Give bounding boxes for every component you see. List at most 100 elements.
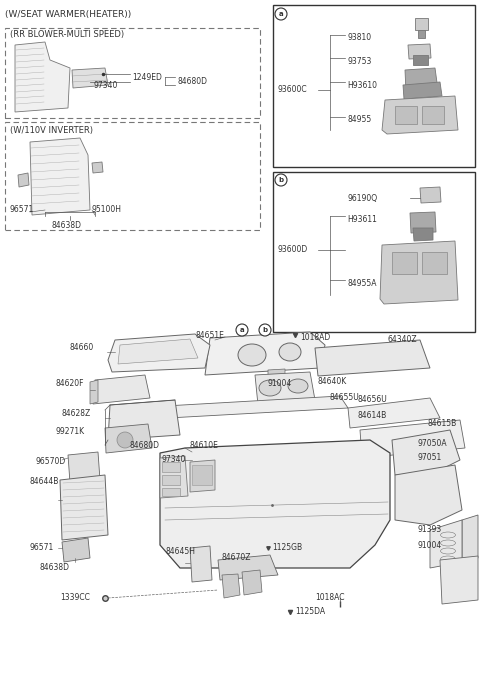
- Text: 91004: 91004: [418, 541, 442, 550]
- Text: 84620F: 84620F: [55, 379, 84, 387]
- Text: 84638D: 84638D: [40, 564, 70, 573]
- Polygon shape: [30, 138, 90, 215]
- Polygon shape: [68, 452, 100, 483]
- Polygon shape: [90, 380, 98, 404]
- Polygon shape: [160, 440, 390, 568]
- Text: 96190Q: 96190Q: [347, 193, 377, 203]
- Circle shape: [275, 174, 287, 186]
- Circle shape: [117, 432, 133, 448]
- Bar: [422, 106, 444, 124]
- Polygon shape: [418, 30, 425, 38]
- Text: 1018AD: 1018AD: [300, 333, 330, 343]
- Polygon shape: [430, 434, 445, 446]
- Text: 93600D: 93600D: [278, 245, 308, 254]
- Polygon shape: [15, 42, 70, 112]
- Text: 1249ED: 1249ED: [132, 72, 162, 82]
- Text: 84638D: 84638D: [52, 222, 82, 231]
- Ellipse shape: [238, 344, 266, 366]
- Polygon shape: [403, 82, 442, 99]
- Polygon shape: [165, 396, 348, 418]
- Bar: [162, 488, 180, 496]
- Circle shape: [259, 324, 271, 336]
- Polygon shape: [62, 538, 90, 562]
- Polygon shape: [92, 162, 103, 173]
- Polygon shape: [413, 228, 433, 241]
- Polygon shape: [108, 400, 180, 440]
- Text: 96571: 96571: [10, 206, 34, 214]
- Text: H93610: H93610: [347, 80, 377, 89]
- Text: 95100H: 95100H: [92, 206, 122, 214]
- Text: 97340: 97340: [162, 454, 186, 464]
- Circle shape: [275, 8, 287, 20]
- Polygon shape: [315, 340, 430, 376]
- Text: a: a: [240, 327, 244, 333]
- Text: 64340Z: 64340Z: [388, 335, 418, 345]
- Text: 93600C: 93600C: [278, 85, 308, 95]
- Bar: [273, 5, 475, 167]
- Ellipse shape: [288, 379, 308, 393]
- Polygon shape: [108, 334, 210, 372]
- Text: 84628Z: 84628Z: [62, 408, 91, 418]
- Polygon shape: [413, 55, 428, 65]
- Text: 84955A: 84955A: [347, 279, 376, 287]
- Text: (W/SEAT WARMER(HEATER)): (W/SEAT WARMER(HEATER)): [5, 11, 131, 20]
- Ellipse shape: [279, 343, 301, 361]
- Bar: [392, 252, 417, 274]
- Polygon shape: [440, 556, 478, 604]
- Polygon shape: [462, 515, 478, 562]
- Polygon shape: [405, 68, 438, 92]
- Text: 84660: 84660: [70, 343, 94, 352]
- Bar: [5, 28, 260, 118]
- Text: 84656U: 84656U: [358, 395, 388, 404]
- Text: 84615B: 84615B: [428, 418, 457, 427]
- Polygon shape: [118, 339, 198, 364]
- Text: 97050A: 97050A: [418, 439, 448, 448]
- Polygon shape: [72, 68, 108, 88]
- Polygon shape: [60, 475, 108, 540]
- Text: 96570D: 96570D: [35, 458, 65, 466]
- Polygon shape: [18, 173, 29, 187]
- Polygon shape: [420, 187, 441, 203]
- Polygon shape: [408, 44, 431, 59]
- Polygon shape: [360, 420, 465, 458]
- Text: 84680D: 84680D: [130, 441, 160, 450]
- Text: 99271K: 99271K: [55, 427, 84, 437]
- Bar: [5, 122, 260, 230]
- Text: 84610E: 84610E: [190, 441, 219, 450]
- Polygon shape: [430, 520, 462, 568]
- Text: b: b: [278, 177, 284, 183]
- Polygon shape: [242, 570, 262, 595]
- Bar: [395, 106, 417, 124]
- Polygon shape: [415, 18, 428, 30]
- Text: 93810: 93810: [347, 34, 371, 43]
- Text: 1018AC: 1018AC: [315, 594, 345, 602]
- Polygon shape: [105, 424, 152, 453]
- Text: 91004: 91004: [268, 379, 292, 389]
- Polygon shape: [205, 332, 325, 375]
- Text: 84651E: 84651E: [195, 331, 224, 339]
- Polygon shape: [255, 372, 315, 405]
- Bar: [192, 465, 212, 485]
- Polygon shape: [190, 460, 215, 492]
- Text: b: b: [263, 327, 267, 333]
- Text: 84955: 84955: [347, 116, 371, 124]
- Bar: [162, 462, 180, 472]
- Text: 1125GB: 1125GB: [272, 544, 302, 552]
- Text: 1339CC: 1339CC: [60, 594, 90, 602]
- Polygon shape: [222, 574, 240, 598]
- Polygon shape: [190, 546, 212, 582]
- Polygon shape: [218, 555, 278, 580]
- Text: 84640K: 84640K: [318, 377, 347, 387]
- Text: 84614B: 84614B: [358, 410, 387, 420]
- Circle shape: [236, 324, 248, 336]
- Polygon shape: [380, 241, 458, 304]
- Polygon shape: [93, 375, 150, 404]
- Text: 84680D: 84680D: [178, 76, 208, 85]
- Text: 1125DA: 1125DA: [295, 608, 325, 617]
- Text: H93611: H93611: [347, 214, 377, 224]
- Polygon shape: [268, 369, 285, 379]
- Polygon shape: [395, 465, 462, 525]
- Text: 93753: 93753: [347, 57, 372, 66]
- Ellipse shape: [259, 380, 281, 396]
- Polygon shape: [348, 398, 440, 428]
